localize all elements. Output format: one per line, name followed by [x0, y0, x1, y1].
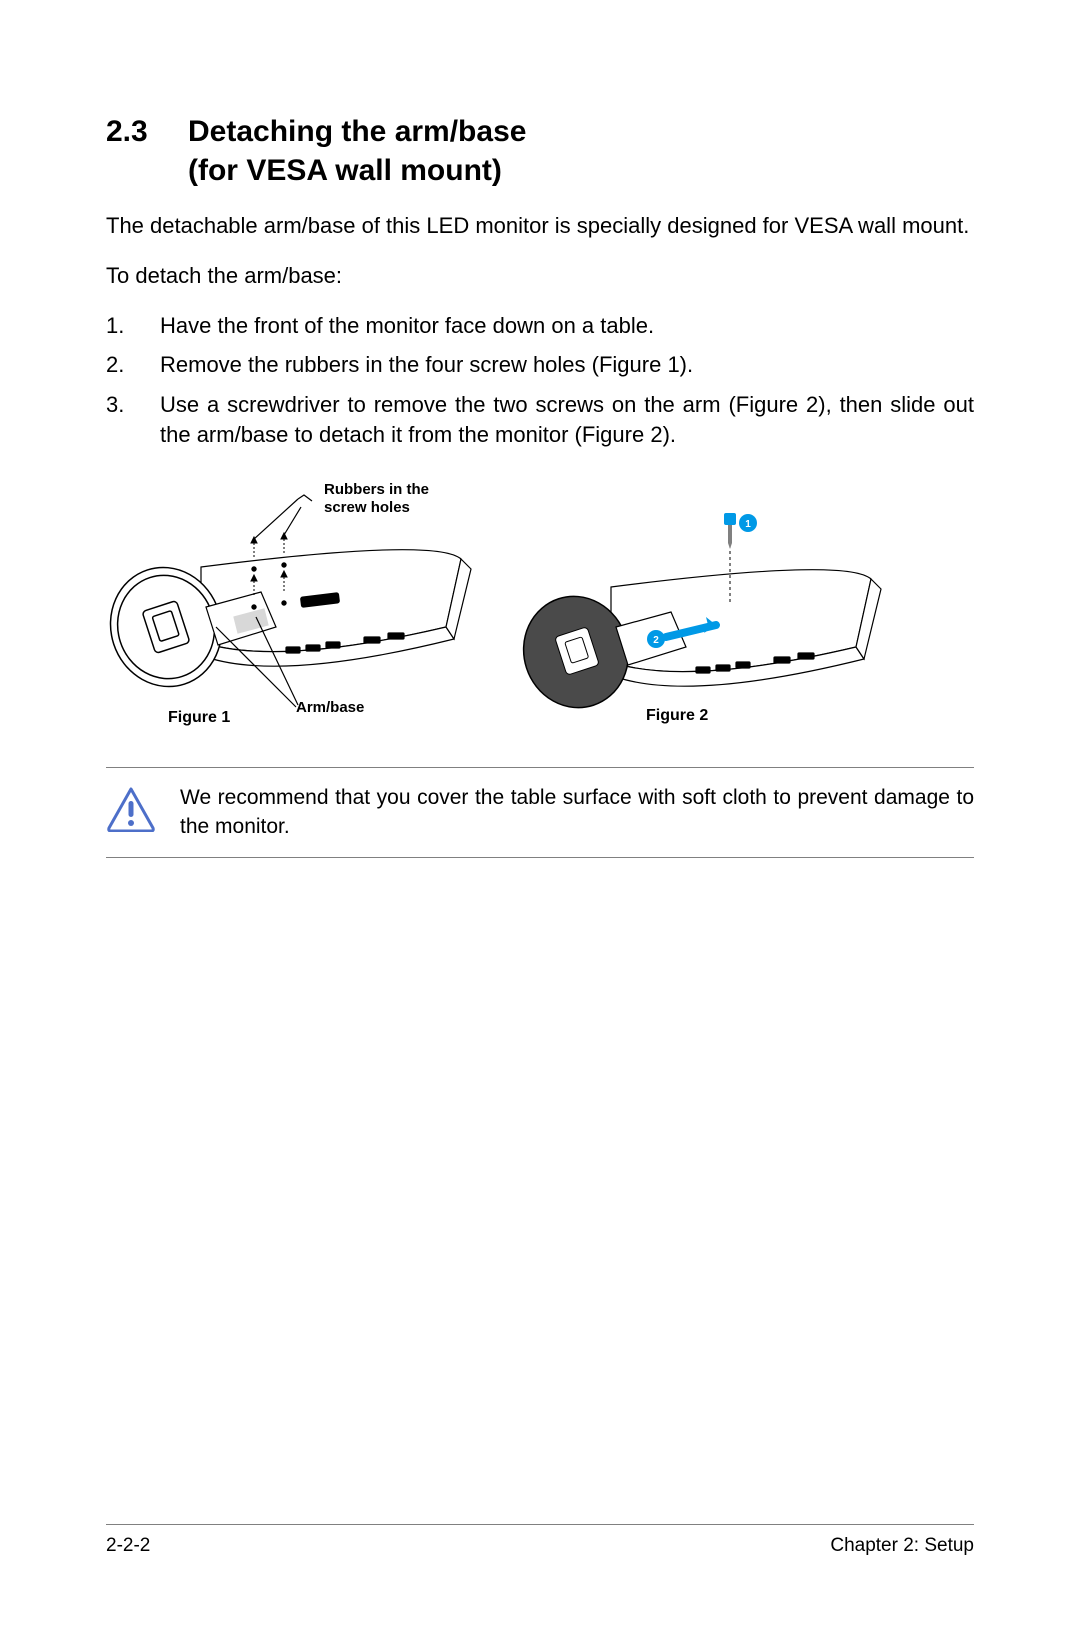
figure-1: Rubbers in the screw holes Arm/base Figu…	[106, 477, 476, 742]
manual-page: 2.3 Detaching the arm/base (for VESA wal…	[0, 0, 1080, 1627]
step-item: 2. Remove the rubbers in the four screw …	[106, 350, 974, 380]
label-line: screw holes	[324, 499, 429, 517]
label-line: Rubbers in the	[324, 481, 429, 499]
steps-list: 1. Have the front of the monitor face do…	[106, 311, 974, 450]
section-title-line1: Detaching the arm/base	[188, 112, 526, 151]
caution-icon	[106, 784, 156, 832]
figure-1-label-rubbers: Rubbers in the screw holes	[324, 481, 429, 517]
figure-2-caption: Figure 2	[646, 707, 708, 725]
step-number: 1.	[106, 311, 160, 341]
step-item: 3. Use a screwdriver to remove the two s…	[106, 390, 974, 449]
note-text: We recommend that you cover the table su…	[180, 784, 974, 841]
footer-left: 2-2-2	[106, 1535, 150, 1557]
figures-row: Rubbers in the screw holes Arm/base Figu…	[106, 477, 974, 737]
section-title-line2: (for VESA wall mount)	[188, 151, 526, 190]
step-badge-2: 2	[653, 635, 659, 646]
section-heading: 2.3 Detaching the arm/base (for VESA wal…	[106, 112, 974, 190]
figure-2-illustration: 1 2	[516, 507, 886, 737]
step-text: Remove the rubbers in the four screw hol…	[160, 350, 693, 380]
step-number: 3.	[106, 390, 160, 449]
step-number: 2.	[106, 350, 160, 380]
intro-paragraph: The detachable arm/base of this LED moni…	[106, 212, 974, 241]
note-box: We recommend that you cover the table su…	[106, 767, 974, 858]
section-number: 2.3	[106, 112, 188, 190]
figure-1-label-arm: Arm/base	[296, 699, 364, 717]
lead-paragraph: To detach the arm/base:	[106, 263, 974, 289]
step-badge-1: 1	[745, 519, 751, 530]
figure-1-caption: Figure 1	[168, 709, 230, 727]
page-footer: 2-2-2 Chapter 2: Setup	[106, 1524, 974, 1557]
figure-2: 1 2 Figure 2	[516, 507, 886, 742]
section-title: Detaching the arm/base (for VESA wall mo…	[188, 112, 526, 190]
step-item: 1. Have the front of the monitor face do…	[106, 311, 974, 341]
step-text: Use a screwdriver to remove the two scre…	[160, 390, 974, 449]
footer-right: Chapter 2: Setup	[830, 1535, 974, 1557]
step-text: Have the front of the monitor face down …	[160, 311, 654, 341]
screwdriver-icon	[724, 513, 736, 549]
